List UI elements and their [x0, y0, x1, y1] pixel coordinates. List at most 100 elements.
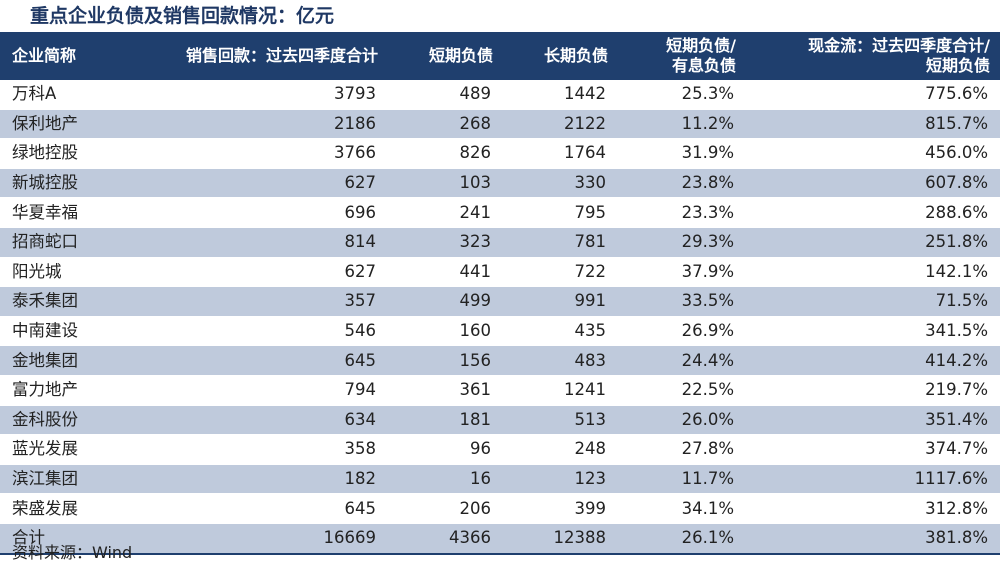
table-row: 绿地控股 3766 826 1764 31.9% 456.0%: [0, 138, 1000, 169]
value-cell: 3766: [138, 138, 388, 169]
table-row: 富力地产 794 361 1241 22.5% 219.7%: [0, 375, 1000, 406]
value-cell: 96: [388, 434, 503, 465]
value-cell: 330: [503, 168, 618, 199]
value-cell: 696: [138, 197, 388, 228]
value-cell: 1117.6%: [746, 464, 1000, 495]
column-header: 短期负债/有息负债: [618, 32, 746, 80]
value-cell: 374.7%: [746, 434, 1000, 465]
header-row: 企业简称 销售回款：过去四季度合计 短期负债 长期负债 短期负债/有息负债 现金…: [0, 32, 1000, 80]
column-header-line: 有息负债: [671, 56, 736, 75]
value-cell: 441: [388, 257, 503, 288]
value-cell: 23.3%: [618, 197, 746, 228]
value-cell: 341.5%: [746, 316, 1000, 347]
value-cell: 546: [138, 316, 388, 347]
column-header-line: 短期负债: [925, 56, 990, 75]
value-cell: 722: [503, 257, 618, 288]
value-cell: 2122: [503, 109, 618, 140]
value-cell: 23.8%: [618, 168, 746, 199]
value-cell: 37.9%: [618, 257, 746, 288]
value-cell: 29.3%: [618, 227, 746, 258]
company-name-cell: 荣盛发展: [0, 493, 138, 524]
value-cell: 22.5%: [618, 375, 746, 406]
company-name-cell: 金科股份: [0, 405, 138, 436]
value-cell: 31.9%: [618, 138, 746, 169]
company-name-cell: 中南建设: [0, 316, 138, 347]
column-header: 现金流：过去四季度合计/短期负债: [746, 32, 1000, 80]
value-cell: 103: [388, 168, 503, 199]
company-name-cell: 招商蛇口: [0, 227, 138, 258]
table-row: 荣盛发展 645 206 399 34.1% 312.8%: [0, 493, 1000, 524]
value-cell: 826: [388, 138, 503, 169]
company-name-cell: 华夏幸福: [0, 197, 138, 228]
value-cell: 123: [503, 464, 618, 495]
company-name-cell: 富力地产: [0, 375, 138, 406]
value-cell: 634: [138, 405, 388, 436]
value-cell: 483: [503, 345, 618, 376]
value-cell: 71.5%: [746, 286, 1000, 317]
company-name-cell: 泰禾集团: [0, 286, 138, 317]
value-cell: 323: [388, 227, 503, 258]
value-cell: 16669: [138, 523, 388, 555]
value-cell: 248: [503, 434, 618, 465]
value-cell: 219.7%: [746, 375, 1000, 406]
value-cell: 361: [388, 375, 503, 406]
value-cell: 781: [503, 227, 618, 258]
value-cell: 351.4%: [746, 405, 1000, 436]
value-cell: 24.4%: [618, 345, 746, 376]
value-cell: 991: [503, 286, 618, 317]
company-name-cell: 新城控股: [0, 168, 138, 199]
value-cell: 11.7%: [618, 464, 746, 495]
value-cell: 251.8%: [746, 227, 1000, 258]
table-row: 招商蛇口 814 323 781 29.3% 251.8%: [0, 227, 1000, 258]
value-cell: 627: [138, 257, 388, 288]
table-row: 蓝光发展 358 96 248 27.8% 374.7%: [0, 434, 1000, 465]
table-row: 万科A 3793 489 1442 25.3% 775.6%: [0, 80, 1000, 110]
column-header: 企业简称: [0, 32, 138, 80]
value-cell: 399: [503, 493, 618, 524]
company-name-cell: 合计: [0, 523, 138, 555]
value-cell: 142.1%: [746, 257, 1000, 288]
table-title: 重点企业负债及销售回款情况：亿元: [30, 5, 335, 27]
value-cell: 775.6%: [746, 80, 1000, 110]
value-cell: 26.0%: [618, 405, 746, 436]
table-row: 阳光城 627 441 722 37.9% 142.1%: [0, 257, 1000, 288]
column-header: 销售回款：过去四季度合计: [138, 32, 388, 80]
value-cell: 12388: [503, 523, 618, 555]
value-cell: 381.8%: [746, 523, 1000, 555]
company-name-cell: 绿地控股: [0, 138, 138, 169]
value-cell: 607.8%: [746, 168, 1000, 199]
value-cell: 794: [138, 375, 388, 406]
value-cell: 11.2%: [618, 109, 746, 140]
company-name-cell: 蓝光发展: [0, 434, 138, 465]
value-cell: 312.8%: [746, 493, 1000, 524]
table-row: 金科股份 634 181 513 26.0% 351.4%: [0, 405, 1000, 436]
value-cell: 456.0%: [746, 138, 1000, 169]
source-note: 资料来源：Wind: [12, 543, 133, 562]
table-body: 万科A 3793 489 1442 25.3% 775.6% 保利地产 2186 268 2122…: [0, 80, 1000, 555]
value-cell: 435: [503, 316, 618, 347]
value-cell: 414.2%: [746, 345, 1000, 376]
value-cell: 489: [388, 80, 503, 110]
total-row: 合计 16669 4366 12388 26.1% 381.8%: [0, 523, 1000, 555]
company-name-cell: 阳光城: [0, 257, 138, 288]
value-cell: 499: [388, 286, 503, 317]
column-header: 短期负债: [388, 32, 503, 80]
value-cell: 288.6%: [746, 197, 1000, 228]
value-cell: 268: [388, 109, 503, 140]
value-cell: 645: [138, 345, 388, 376]
value-cell: 156: [388, 345, 503, 376]
value-cell: 3793: [138, 80, 388, 110]
value-cell: 795: [503, 197, 618, 228]
column-header: 长期负债: [503, 32, 618, 80]
table-row: 保利地产 2186 268 2122 11.2% 815.7%: [0, 109, 1000, 140]
value-cell: 27.8%: [618, 434, 746, 465]
value-cell: 1241: [503, 375, 618, 406]
value-cell: 16: [388, 464, 503, 495]
value-cell: 4366: [388, 523, 503, 555]
table-row: 中南建设 546 160 435 26.9% 341.5%: [0, 316, 1000, 347]
table-row: 滨江集团 182 16 123 11.7% 1117.6%: [0, 464, 1000, 495]
value-cell: 1764: [503, 138, 618, 169]
company-name-cell: 保利地产: [0, 109, 138, 140]
company-name-cell: 金地集团: [0, 345, 138, 376]
table-row: 新城控股 627 103 330 23.8% 607.8%: [0, 168, 1000, 199]
